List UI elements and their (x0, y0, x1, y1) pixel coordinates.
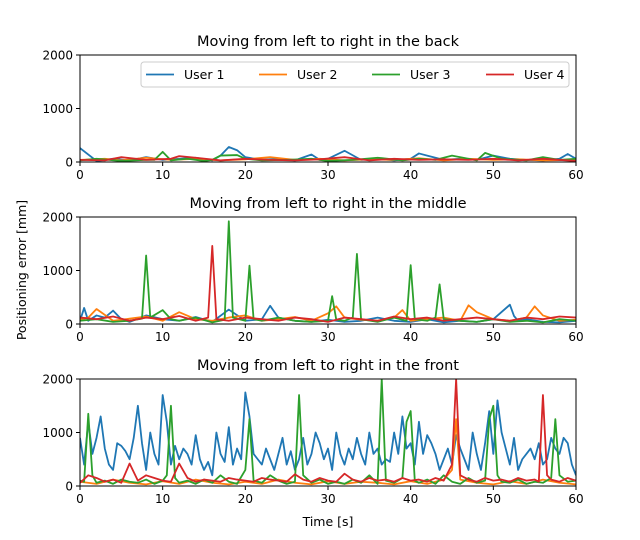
y-tick-label: 2000 (42, 373, 73, 387)
x-tick-label: 40 (403, 492, 418, 506)
x-tick-label: 20 (238, 330, 253, 344)
subplot-title: Moving from left to right in the front (197, 358, 459, 374)
x-tick-label: 10 (155, 168, 170, 182)
subplot-title: Moving from left to right in the middle (189, 196, 466, 212)
y-tick-label: 0 (65, 156, 73, 170)
x-tick-label: 30 (320, 492, 335, 506)
subplot-1: 0 10 20 30 40 50 60 0 1000 2000 Moving from left t… (42, 34, 583, 182)
subplot-2: 0 10 20 30 40 50 60 0 1000 2000 Moving from left t… (42, 196, 583, 344)
legend-label: User 2 (297, 67, 337, 82)
series-line-user-4 (80, 379, 576, 484)
legend: User 1 User 2 User 3 User 4 (140, 61, 570, 88)
x-tick-label: 40 (403, 168, 418, 182)
y-tick-label: 0 (65, 318, 73, 332)
x-tick-label: 0 (76, 492, 84, 506)
legend-box (140, 61, 570, 88)
x-tick-label: 60 (568, 492, 583, 506)
legend-label: User 3 (410, 67, 450, 82)
x-tick-label: 30 (320, 330, 335, 344)
x-tick-label: 60 (568, 168, 583, 182)
y-tick-label: 1000 (42, 102, 73, 116)
subplot-3: 0 10 20 30 40 50 60 0 1000 2000 Moving from left t… (42, 358, 583, 506)
x-tick-label: 40 (403, 330, 418, 344)
x-tick-label: 10 (155, 492, 170, 506)
x-tick-label: 20 (238, 168, 253, 182)
legend-label: User 1 (184, 67, 224, 82)
y-tick-label: 0 (65, 480, 73, 494)
series-line-user-4 (80, 155, 576, 162)
y-tick-label: 1000 (42, 426, 73, 440)
x-axis-label: Time [s] (302, 514, 354, 529)
series-line-user-3 (80, 220, 576, 324)
y-tick-label: 1000 (42, 264, 73, 278)
x-tick-label: 50 (486, 168, 501, 182)
y-tick-label: 2000 (42, 211, 73, 225)
series-line-user-4 (80, 244, 576, 323)
series-line-user-1 (80, 391, 576, 477)
x-tick-label: 50 (486, 492, 501, 506)
x-tick-label: 30 (320, 168, 335, 182)
y-tick-label: 2000 (42, 49, 73, 63)
x-tick-label: 0 (76, 330, 84, 344)
x-tick-label: 60 (568, 330, 583, 344)
y-axis-label: Positioning error [mm] (14, 200, 29, 340)
plot-frame (79, 216, 577, 325)
subplot-title: Moving from left to right in the back (197, 34, 460, 50)
x-tick-label: 50 (486, 330, 501, 344)
x-tick-label: 20 (238, 492, 253, 506)
x-tick-label: 0 (76, 168, 84, 182)
x-tick-label: 10 (155, 330, 170, 344)
legend-label: User 4 (524, 67, 564, 82)
